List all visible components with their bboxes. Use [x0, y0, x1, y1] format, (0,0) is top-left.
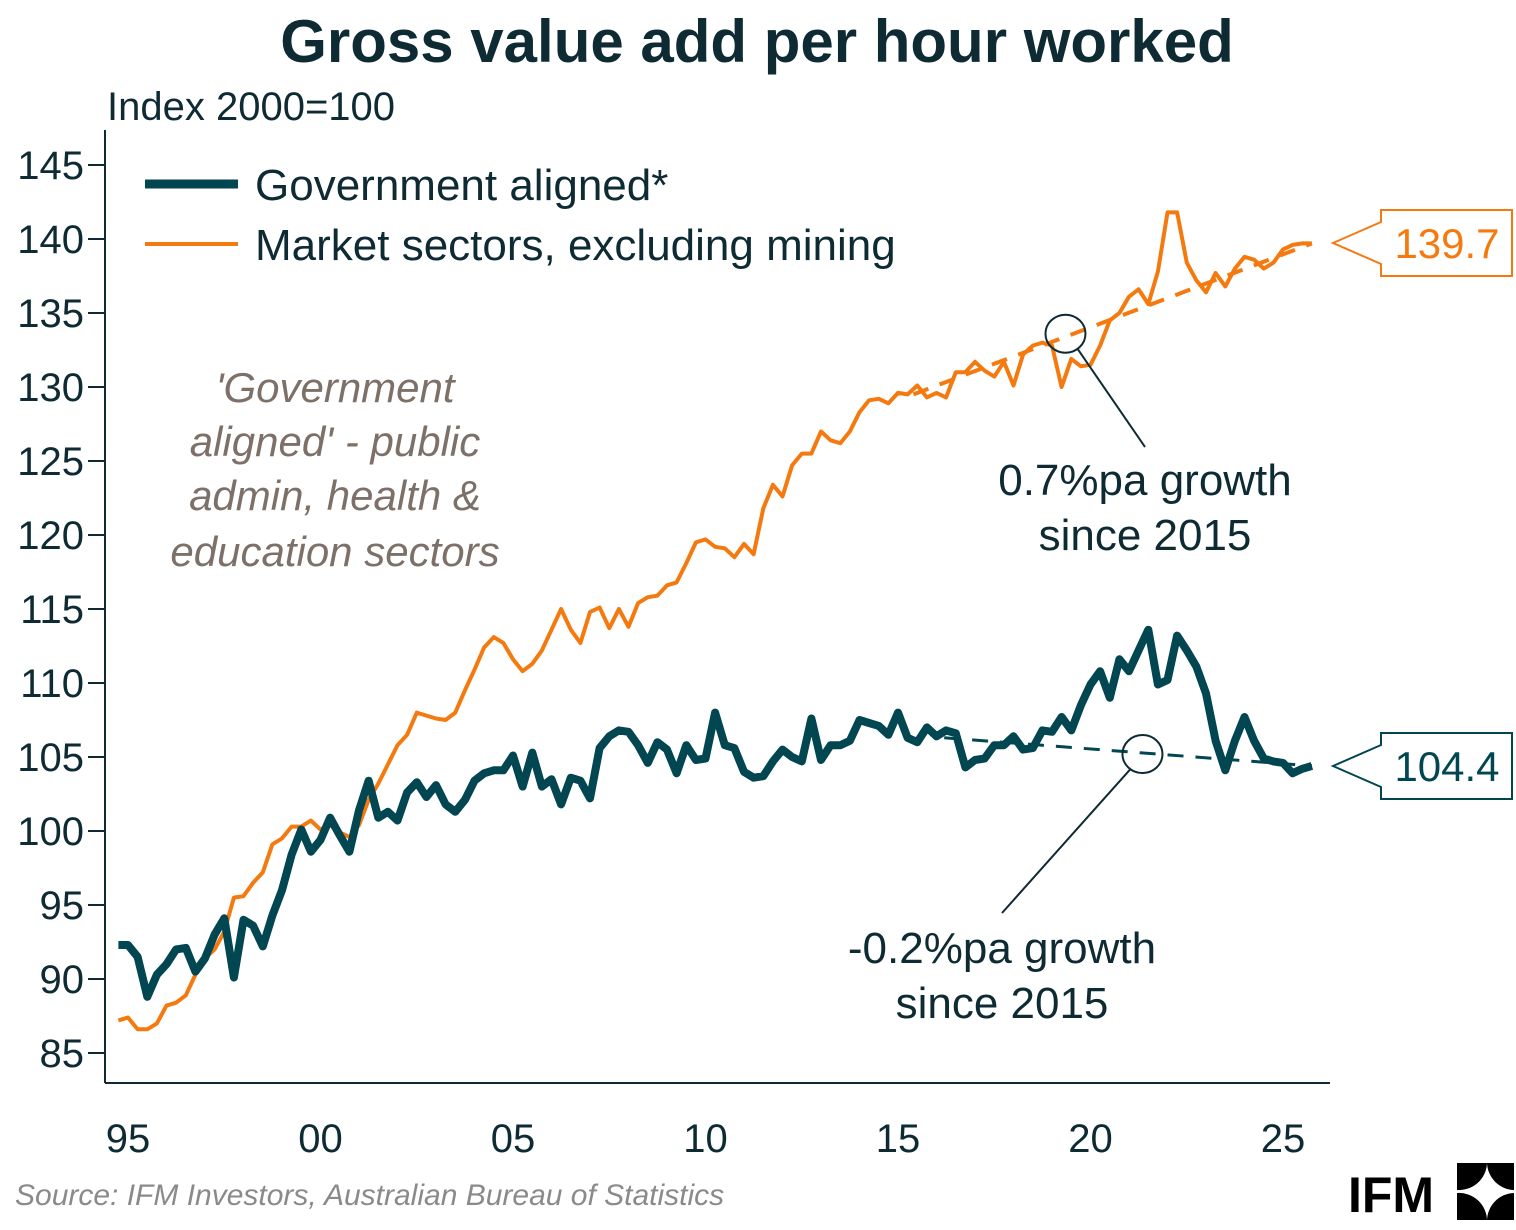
definition-note: 'Government aligned' - public admin, hea…	[170, 364, 499, 575]
x-tick-label: 00	[298, 1117, 343, 1161]
y-tick-label: 145	[17, 144, 84, 188]
axes	[104, 130, 1330, 1084]
y-tick-label: 125	[17, 440, 84, 484]
note-line: aligned' - public	[190, 418, 481, 465]
x-tick-label: 25	[1261, 1117, 1306, 1161]
legend: Government aligned* Market sectors, excl…	[145, 161, 896, 270]
legend-label-market: Market sectors, excluding mining	[255, 221, 896, 270]
ticks: 85 90 95 100 105 110 115 120 125 130 135 140 145 95 00…	[17, 144, 1305, 1161]
x-tick-label: 95	[106, 1117, 151, 1161]
note-line: admin, health &	[189, 472, 481, 519]
annotation-circle-market	[1044, 313, 1087, 354]
end-value-market: 139.7	[1394, 220, 1499, 267]
legend-label-government: Government aligned*	[255, 161, 668, 210]
series-layer	[117, 210, 1314, 1032]
y-tick-label: 140	[17, 218, 84, 262]
market-growth-annotation: since 2015	[1039, 511, 1252, 560]
annotation-leader-market	[1076, 348, 1146, 448]
government-growth-annotation: since 2015	[896, 979, 1109, 1028]
y-tick-label: 115	[20, 588, 84, 632]
end-value-government: 104.4	[1394, 743, 1499, 790]
x-tick-label: 10	[683, 1117, 728, 1161]
svg-text:IFM: IFM	[1348, 1167, 1434, 1223]
y-tick-label: 120	[17, 514, 84, 558]
y-tick-label: 110	[20, 662, 84, 706]
y-tick-label: 105	[17, 736, 84, 780]
y-tick-label: 95	[40, 884, 85, 928]
government-growth-annotation: -0.2%pa growth	[848, 924, 1156, 973]
market-growth-annotation: 0.7%pa growth	[998, 456, 1292, 505]
ifm-logo: IFM	[1348, 1163, 1514, 1223]
y-tick-label: 90	[40, 958, 85, 1002]
end-label-market: 139.7	[1330, 209, 1513, 277]
chart-title: Gross value add per hour worked	[280, 8, 1234, 75]
x-tick-label: 05	[491, 1117, 536, 1161]
note-line: education sectors	[170, 528, 499, 575]
y-tick-label: 85	[40, 1032, 85, 1076]
y-tick-label: 135	[17, 292, 84, 336]
y-axis-label: Index 2000=100	[107, 85, 395, 129]
annotation-leader-government	[1001, 768, 1132, 914]
series-line-market	[117, 210, 1312, 1032]
y-tick-label: 130	[17, 366, 84, 410]
x-tick-label: 15	[876, 1117, 921, 1161]
trendline-market	[912, 241, 1313, 397]
trendline-government	[944, 736, 1312, 768]
trendline-layer	[912, 241, 1313, 914]
x-tick-label: 20	[1068, 1117, 1113, 1161]
series-line-government	[118, 625, 1314, 1001]
end-label-government: 104.4	[1330, 732, 1513, 800]
y-tick-label: 100	[17, 810, 84, 854]
annotation-circle-government	[1121, 734, 1164, 775]
source-note: Source: IFM Investors, Australian Bureau…	[15, 1179, 724, 1212]
note-line: 'Government	[215, 364, 456, 411]
